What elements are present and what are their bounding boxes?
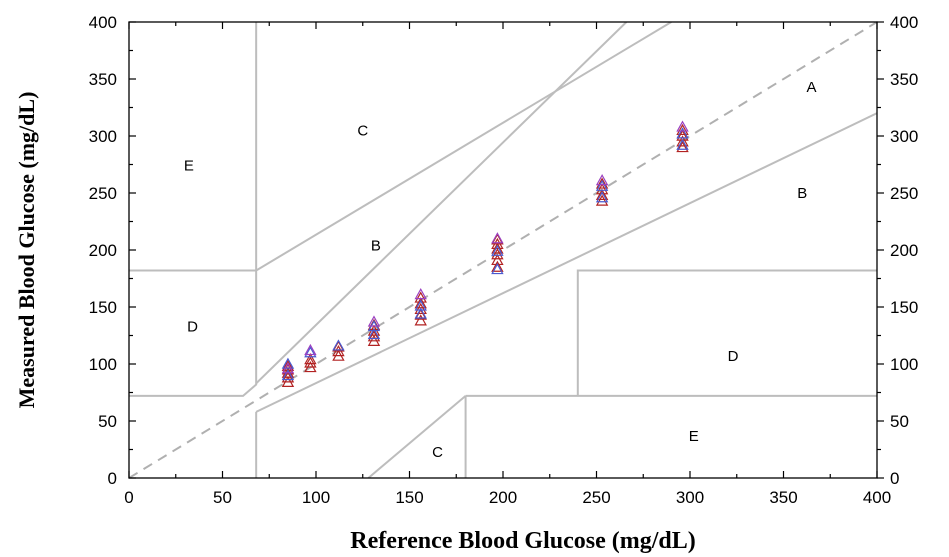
zone-label-b: B xyxy=(371,237,381,254)
y-tick-label-left: 300 xyxy=(89,127,117,146)
data-point-s0-17 xyxy=(414,302,427,315)
zone-label-d: D xyxy=(728,348,739,365)
data-point-s2-6 xyxy=(676,120,689,132)
data-point-s0-15 xyxy=(414,314,427,326)
zone-boundary-5 xyxy=(255,112,877,413)
data-point-s0-22 xyxy=(491,248,504,260)
plot-frame xyxy=(128,21,878,479)
data-point-s0-28 xyxy=(595,183,609,195)
data-point-s1-7 xyxy=(414,299,427,311)
zone-label-d: D xyxy=(187,318,198,335)
data-point-s1-13 xyxy=(676,127,689,139)
axis-ticks: 0 50 100 150 200 250 300 350 4000501001502002503… xyxy=(89,13,919,507)
y-tick-label-left: 150 xyxy=(89,298,117,317)
data-point-s2-3 xyxy=(414,288,427,300)
data-point-s1-8 xyxy=(491,262,504,275)
data-point-s2-5 xyxy=(595,174,609,186)
data-point-s1-6 xyxy=(414,307,427,319)
y-tick-label-right: 50 xyxy=(890,412,909,431)
y-tick-label-right: 250 xyxy=(890,184,918,203)
data-point-s0-20 xyxy=(491,260,504,272)
data-point-s0-30 xyxy=(676,140,689,153)
x-tick-label: 400 xyxy=(863,488,891,507)
data-point-s1-11 xyxy=(595,179,609,191)
data-point-s2-2 xyxy=(367,315,381,327)
data-point-s0-31 xyxy=(676,135,689,147)
zone-boundary-3 xyxy=(255,22,628,385)
y-tick-label-left: 400 xyxy=(89,13,117,32)
y-tick-label-right: 100 xyxy=(890,355,918,374)
y-tick-label-left: 0 xyxy=(108,469,117,488)
data-point-s1-9 xyxy=(491,244,504,256)
data-point-s2-0 xyxy=(281,362,295,374)
x-tick-label: 250 xyxy=(582,488,610,507)
data-point-s2-1 xyxy=(304,343,317,356)
zone-label-b: B xyxy=(797,185,807,202)
data-point-s0-27 xyxy=(595,188,609,201)
y-tick-label-left: 350 xyxy=(89,70,117,89)
data-point-s1-4 xyxy=(367,327,381,340)
data-point-s1-0 xyxy=(281,368,295,381)
y-axis-title: Measured Blood Glucose (mg/dL) xyxy=(14,92,39,409)
data-point-s1-1 xyxy=(281,357,295,369)
zone-label-c: C xyxy=(357,122,368,139)
x-tick-label: 150 xyxy=(395,488,423,507)
x-axis-title: Reference Blood Glucose (mg/dL) xyxy=(350,528,696,554)
data-point-s0-12 xyxy=(367,330,381,342)
data-point-s1-3 xyxy=(332,339,345,351)
y-tick-label-right: 150 xyxy=(890,298,918,317)
zone-label-c: C xyxy=(432,444,443,461)
x-tick-label: 350 xyxy=(769,488,797,507)
data-point-s1-2 xyxy=(304,346,317,358)
x-tick-label: 100 xyxy=(302,488,330,507)
zone-label-e: E xyxy=(184,158,194,175)
data-point-s0-33 xyxy=(676,123,689,136)
data-point-s0-6 xyxy=(304,356,317,368)
zone-label-a: A xyxy=(807,79,817,96)
x-tick-label: 50 xyxy=(213,488,232,507)
y-tick-label-left: 50 xyxy=(98,412,117,431)
y-tick-label-right: 0 xyxy=(890,469,899,488)
y-tick-label-right: 400 xyxy=(890,13,918,32)
data-point-s2-4 xyxy=(491,232,504,244)
x-tick-label: 0 xyxy=(124,488,133,507)
data-point-s0-19 xyxy=(414,291,427,303)
y-tick-label-right: 200 xyxy=(890,241,918,260)
data-point-s0-26 xyxy=(595,194,609,206)
data-point-s0-7 xyxy=(304,353,317,365)
y-tick-label-left: 100 xyxy=(89,355,117,374)
zone-labels: A B B C C D D E E xyxy=(184,79,817,461)
zone-boundary-6 xyxy=(367,395,467,478)
zone-label-e: E xyxy=(689,428,699,445)
data-point-s1-12 xyxy=(676,138,689,150)
y-tick-label-right: 350 xyxy=(890,70,918,89)
zone-boundary-2 xyxy=(255,22,672,272)
zone-boundaries xyxy=(129,22,877,478)
zone-boundary-0 xyxy=(129,22,258,397)
y-tick-label-right: 300 xyxy=(890,127,918,146)
x-tick-label: 200 xyxy=(489,488,517,507)
zone-boundary-9 xyxy=(576,269,877,396)
reference-diagonal-line xyxy=(128,21,878,479)
data-point-s1-10 xyxy=(595,191,609,203)
data-point-s0-29 xyxy=(595,177,609,189)
y-tick-label-left: 200 xyxy=(89,241,117,260)
data-points xyxy=(281,120,689,387)
y-tick-label-left: 250 xyxy=(89,184,117,203)
x-tick-label: 300 xyxy=(676,488,704,507)
